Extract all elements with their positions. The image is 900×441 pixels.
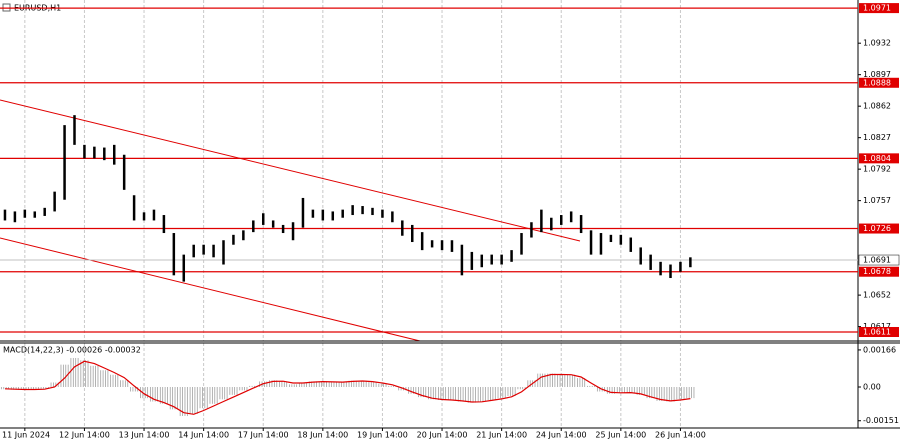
- y-tick-label: 1.0932: [863, 39, 891, 48]
- y-tick-label: 1.0617: [863, 322, 891, 331]
- x-tick-label: 17 Jun 14:00: [238, 431, 289, 440]
- level-label: 1.0726: [863, 224, 891, 233]
- level-box: [859, 153, 899, 164]
- level-label: 1.0888: [863, 78, 891, 87]
- y-tick-label: 1.0827: [863, 133, 891, 142]
- y-tick-label: -0.00151: [863, 416, 899, 425]
- level-label: 1.0611: [863, 328, 891, 337]
- y-tick-label: 1.0652: [863, 291, 891, 300]
- x-tick-label: 26 Jun 14:00: [655, 431, 706, 440]
- level-box: [859, 77, 899, 88]
- x-tick-label: 14 Jun 14:00: [178, 431, 229, 440]
- x-tick-label: 19 Jun 14:00: [357, 431, 408, 440]
- x-tick-label: 24 Jun 14:00: [536, 431, 587, 440]
- current-price-box: [858, 254, 900, 266]
- x-tick-label: 21 Jun 14:00: [476, 431, 527, 440]
- grid-layer: [24, 0, 681, 427]
- y-tick-label: 1.0862: [863, 102, 891, 111]
- level-box: [859, 223, 899, 234]
- x-tick-label: 13 Jun 14:00: [119, 431, 170, 440]
- x-tick-label: 11 Jun 2024: [2, 431, 50, 440]
- current-price-label: 1.0691: [863, 256, 891, 265]
- y-tick-label: 1.0792: [863, 165, 891, 174]
- level-box: [859, 266, 899, 277]
- level-box: [859, 3, 899, 14]
- level-label: 1.0804: [863, 154, 891, 163]
- x-tick-label: 12 Jun 14:00: [59, 431, 110, 440]
- level-label: 1.0678: [863, 267, 891, 276]
- channel-lower: [0, 237, 421, 342]
- level-box: [859, 327, 899, 338]
- channel-upper: [0, 99, 581, 242]
- y-tick-label: 0.00166: [863, 345, 896, 354]
- y-tick-label: 0.00: [863, 383, 881, 392]
- y-tick-label: 1.0757: [863, 196, 891, 205]
- x-tick-label: 25 Jun 14:00: [595, 431, 646, 440]
- level-label: 1.0971: [863, 4, 891, 13]
- signal-line: [4, 360, 691, 415]
- y-tick-label: 1.0897: [863, 70, 891, 79]
- indicator-title: MACD(14,22,3) -0.00026 -0.00032: [3, 346, 141, 355]
- x-tick-label: 20 Jun 14:00: [417, 431, 468, 440]
- x-tick-label: 18 Jun 14:00: [297, 431, 348, 440]
